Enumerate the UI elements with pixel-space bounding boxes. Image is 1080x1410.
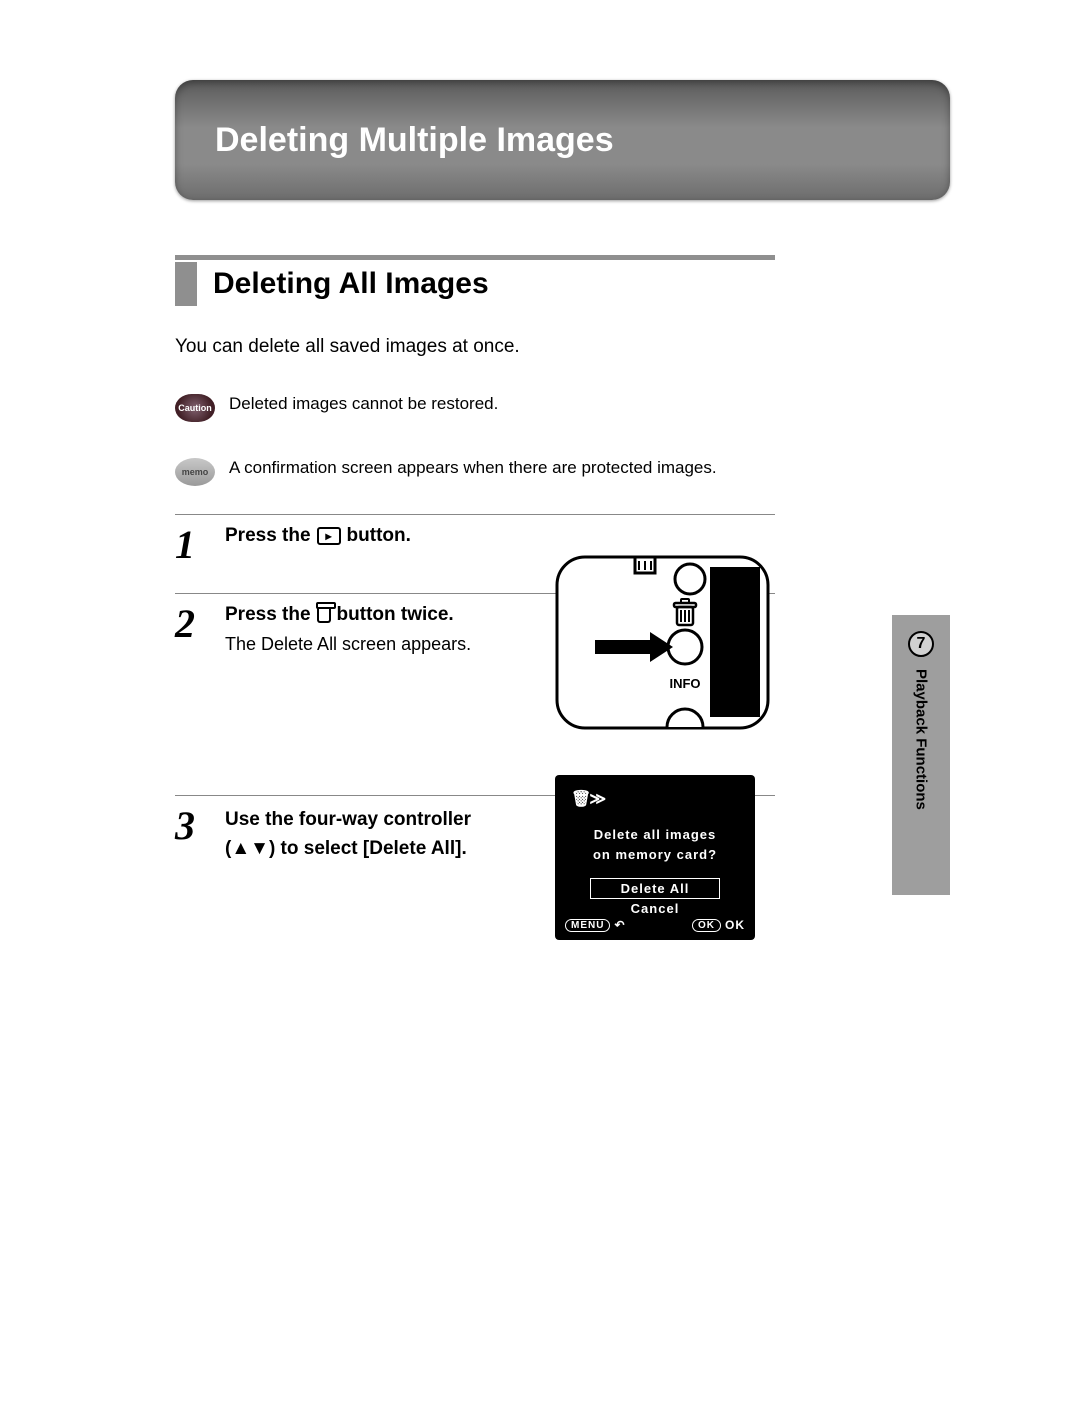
chapter-number-badge: 7	[908, 631, 934, 657]
intro-text: You can delete all saved images at once.	[175, 336, 775, 358]
step-2-number: 2	[175, 604, 207, 655]
chapter-tab: 7 Playback Functions	[892, 615, 950, 895]
camera-illustration: INFO	[555, 555, 770, 730]
step-2-text-b: button twice.	[337, 604, 454, 626]
lcd-prompt-line1: Delete all images	[593, 825, 717, 845]
step-1-text-a: Press the	[225, 525, 311, 547]
section-heading: Deleting All Images	[175, 255, 775, 306]
lcd-option-delete-all: Delete All	[590, 878, 720, 899]
caution-note: Caution Deleted images cannot be restore…	[175, 394, 775, 422]
playback-icon: ▸	[317, 527, 341, 545]
lcd-option-cancel: Cancel	[590, 899, 720, 918]
lcd-prompt-line2: on memory card?	[593, 845, 717, 865]
chapter-label: Playback Functions	[913, 669, 930, 810]
trash-icon	[317, 607, 331, 623]
manual-page: 185 7 Playback Functions Deleting Multip…	[0, 0, 1080, 1410]
step-3-number: 3	[175, 806, 207, 863]
lcd-bottom-row: MENU ↶ OK OK	[565, 918, 745, 932]
lcd-prompt: Delete all images on memory card?	[593, 825, 717, 864]
step-1-text-b: button.	[347, 525, 411, 547]
caution-icon: Caution	[175, 394, 215, 422]
step-1-title: Press the ▸ button.	[225, 525, 775, 547]
page-header: Deleting Multiple Images	[175, 80, 950, 200]
lcd-trash-icons: 🗑≫	[571, 789, 604, 809]
section-title: Deleting All Images	[213, 267, 489, 301]
info-label: INFO	[669, 676, 700, 691]
memo-note: memo A confirmation screen appears when …	[175, 458, 775, 486]
step-2-text-a: Press the	[225, 604, 311, 626]
section-heading-bar	[175, 262, 197, 306]
memo-text: A confirmation screen appears when there…	[229, 458, 717, 478]
lcd-ok-label: OK	[725, 918, 745, 932]
step-1-number: 1	[175, 525, 207, 565]
lcd-menu-pill: MENU	[565, 919, 610, 932]
page-header-title: Deleting Multiple Images	[215, 121, 614, 160]
lcd-screen: 🗑≫ Delete all images on memory card? Del…	[555, 775, 755, 940]
memo-icon: memo	[175, 458, 215, 486]
caution-text: Deleted images cannot be restored.	[229, 394, 498, 414]
lcd-ok-pill: OK	[692, 919, 721, 932]
lcd-back-icon: ↶	[614, 918, 625, 932]
